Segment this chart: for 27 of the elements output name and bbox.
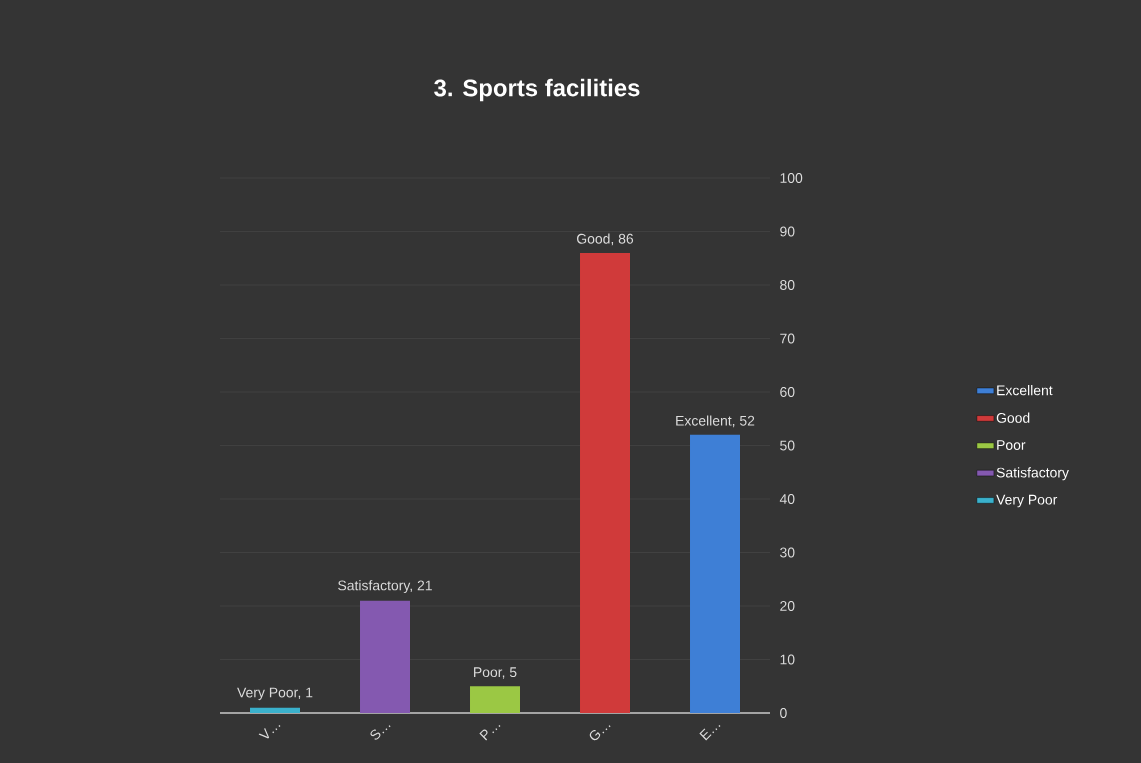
legend-label: Poor — [997, 440, 1026, 450]
x-tick-label: E… — [699, 725, 721, 741]
y-tick-label: 10 — [780, 654, 795, 665]
legend-label: Good — [996, 412, 1030, 423]
y-tick-label: 60 — [780, 387, 795, 397]
y-tick-label: 90 — [780, 226, 795, 237]
x-tick-label: P… — [479, 725, 501, 741]
data-label: Satisfactory, 21 — [338, 580, 432, 594]
x-tick-label: V… — [258, 725, 281, 739]
legend-label: Satisfactory — [996, 467, 1069, 481]
y-tick-label: 0 — [780, 708, 787, 718]
y-tick-label: 20 — [780, 601, 795, 611]
y-tick-label: 80 — [780, 280, 795, 290]
chart-title: 3. Sports facilities — [434, 78, 640, 102]
y-tick-label: 40 — [779, 494, 795, 504]
y-tick-label: 30 — [780, 547, 795, 558]
y-tick-label: 50 — [780, 440, 795, 451]
data-label: Excellent, 52 — [676, 415, 755, 428]
legend-label: Very Poor — [996, 494, 1058, 508]
legend-label: Excellent — [997, 385, 1053, 396]
data-label: Good, 86 — [577, 233, 634, 246]
data-label: Very Poor, 1 — [237, 687, 313, 701]
x-tick-label: G… — [589, 725, 611, 741]
y-tick-label: 70 — [780, 333, 795, 344]
y-tick-label: 100 — [780, 173, 803, 183]
x-tick-label: S… — [370, 725, 391, 740]
data-label: Poor, 5 — [474, 667, 517, 679]
